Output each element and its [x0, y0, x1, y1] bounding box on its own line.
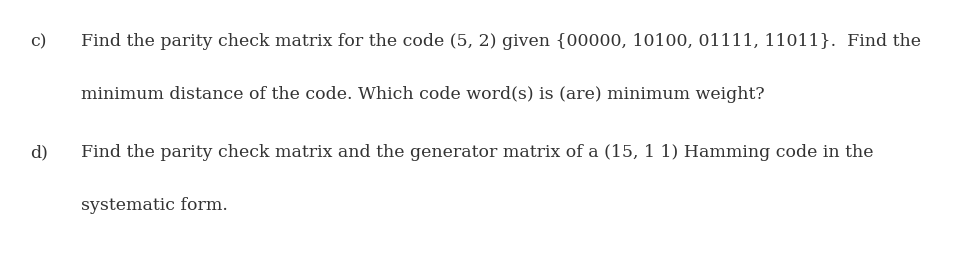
Text: d): d)	[31, 144, 49, 161]
Text: Find the parity check matrix and the generator matrix of a (15, 1 1) Hamming cod: Find the parity check matrix and the gen…	[81, 144, 874, 161]
Text: c): c)	[31, 33, 47, 50]
Text: systematic form.: systematic form.	[81, 197, 228, 214]
Text: Find the parity check matrix for the code (5, 2) given {00000, 10100, 01111, 110: Find the parity check matrix for the cod…	[81, 33, 922, 50]
Text: minimum distance of the code. Which code word(s) is (are) minimum weight?: minimum distance of the code. Which code…	[81, 86, 765, 103]
